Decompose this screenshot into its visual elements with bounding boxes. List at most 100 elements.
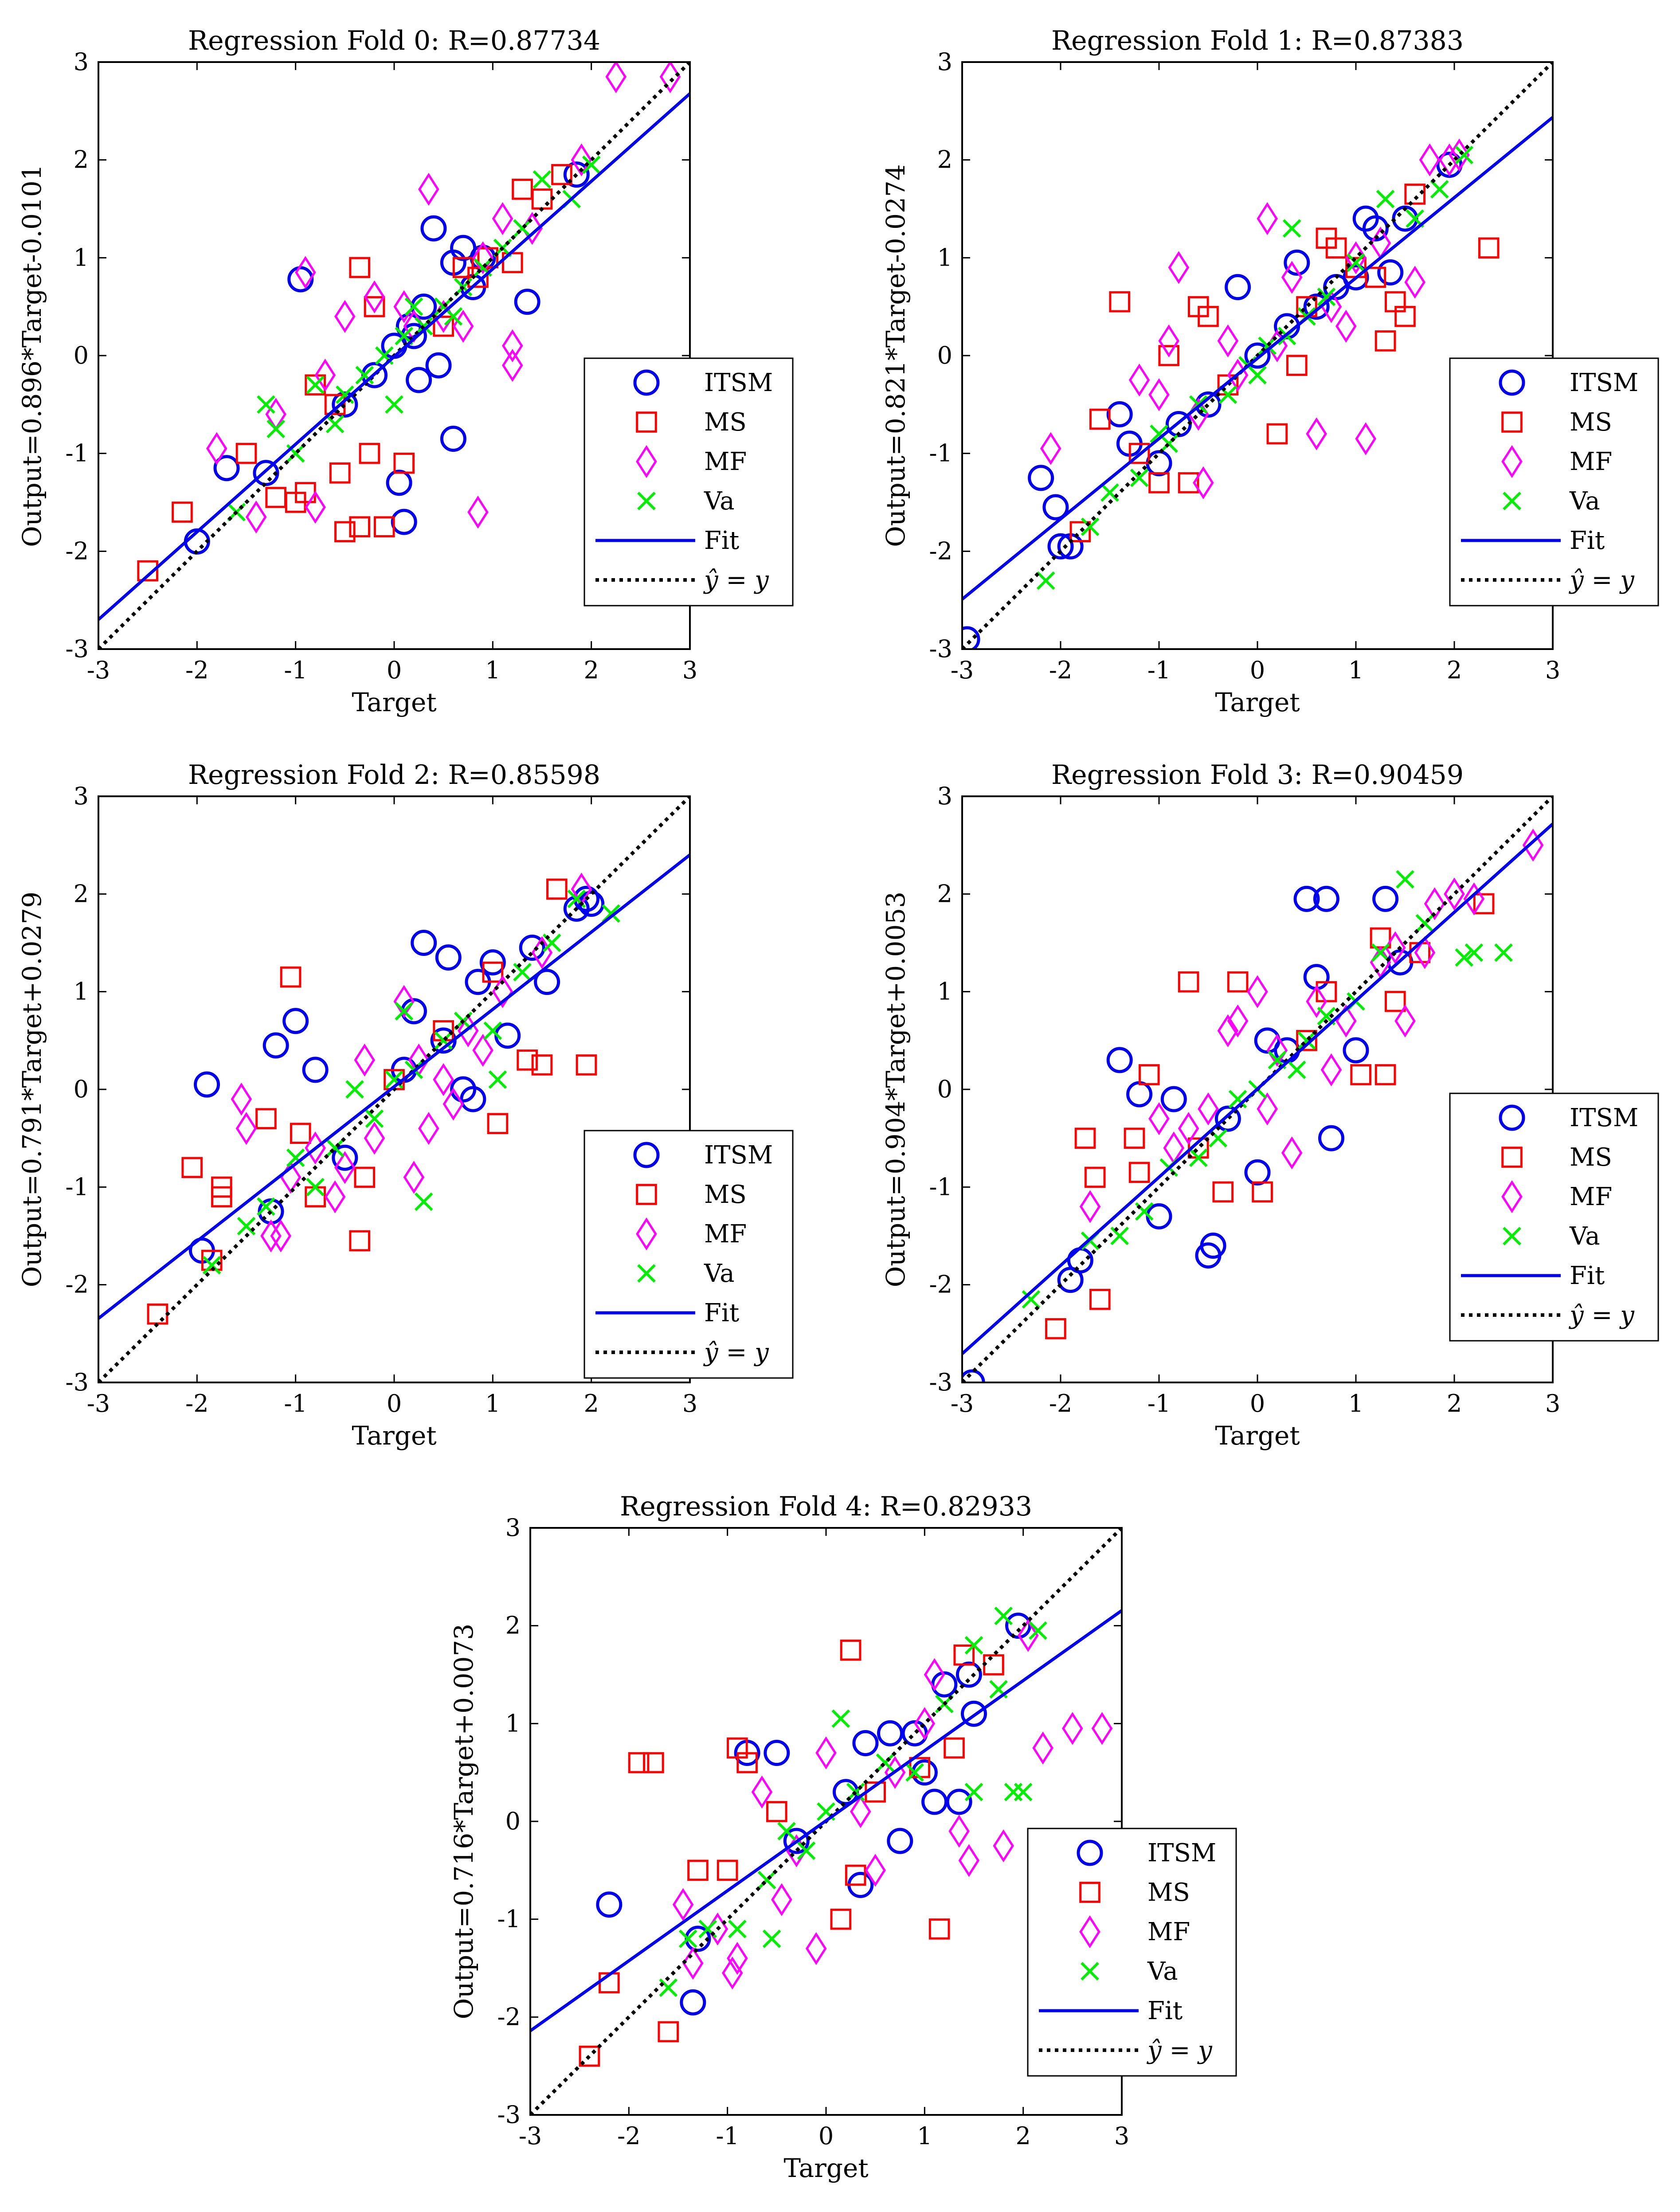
data-point-mf-7: [1257, 1092, 1278, 1126]
data-point-mf-20: [1266, 1034, 1288, 1067]
plot-data-layer: [962, 62, 1553, 649]
legend-marker-ms: [636, 1184, 657, 1205]
data-point-mf-7: [805, 1932, 827, 1965]
data-point-mf-12: [571, 143, 592, 176]
y-tick-label: -3: [929, 1368, 952, 1396]
data-point-va-2-stroke-b: [1100, 483, 1119, 502]
data-point-va-14-stroke-b: [964, 1636, 983, 1655]
y-tick-label: 1: [505, 1709, 521, 1737]
legend: ITSM MS MF Va Fit ŷ = y: [1449, 1092, 1659, 1342]
data-point-mf-4: [1168, 251, 1190, 284]
data-point-va-3-stroke-b: [1130, 468, 1149, 487]
data-point-va-16-stroke-b: [567, 889, 586, 908]
data-point-mf-1: [1128, 364, 1150, 397]
data-point-mf-7: [1217, 324, 1239, 358]
data-point-ms-15: [1384, 991, 1406, 1012]
data-point-mf-3: [722, 1956, 743, 1990]
legend-marker-mf: [1079, 1915, 1100, 1949]
data-point-itsm-4: [282, 1008, 309, 1034]
data-point-ms-12: [487, 1113, 509, 1134]
data-point-mf-8: [452, 309, 474, 343]
legend-label-va: Va: [1569, 487, 1600, 516]
data-point-mf-17: [1032, 1731, 1053, 1765]
data-point-ms-2: [1069, 521, 1091, 543]
legend-marker-ms: [636, 411, 657, 433]
data-point-va-10-stroke-b: [434, 1031, 453, 1050]
data-point-itsm-4: [1126, 1081, 1153, 1108]
data-point-ms-6: [1198, 305, 1219, 327]
data-point-mf-3: [1158, 324, 1179, 358]
data-point-itsm-18: [1214, 1105, 1241, 1132]
data-point-va-2: [1110, 1226, 1129, 1245]
y-tick-label: 3: [505, 1514, 521, 1542]
legend-marker-va: [637, 492, 656, 510]
data-point-mf-11: [502, 329, 523, 363]
x-tick-label: 2: [1447, 656, 1462, 684]
data-point-mf-18: [314, 358, 336, 392]
data-point-va-0-stroke-b: [202, 1256, 221, 1275]
x-tick-label: 3: [1545, 1390, 1560, 1417]
legend: ITSM MS MF Va Fit ŷ = y: [1449, 357, 1659, 607]
data-point-mf-12: [443, 1087, 464, 1121]
data-point-mf-20: [433, 1063, 454, 1096]
data-point-va-6-stroke-b: [797, 1841, 816, 1860]
y-tick-label: 0: [937, 341, 952, 369]
x-tick-label: 0: [1250, 1390, 1265, 1417]
data-point-mf-11: [418, 1112, 439, 1145]
data-point-mf-16: [472, 241, 493, 274]
y-tick-label: 2: [937, 146, 952, 174]
y-tick-label: -3: [65, 1368, 89, 1396]
data-point-ms-19: [393, 452, 415, 474]
data-point-va-6-stroke-b: [1218, 385, 1237, 404]
y-axis-label: Output=0.896*Target-0.0101: [17, 164, 47, 547]
data-point-va-12: [1347, 253, 1365, 272]
x-tick-label: 3: [1545, 656, 1560, 684]
y-tick-label: -1: [929, 439, 952, 467]
data-point-va-4: [757, 1871, 776, 1890]
data-point-va-12: [513, 219, 532, 238]
data-point-mf-9: [403, 1161, 425, 1194]
x-tick-label: 0: [387, 1390, 402, 1417]
data-point-va-0: [659, 1978, 678, 1997]
data-point-itsm-10: [1293, 885, 1320, 912]
x-tick-label: -3: [87, 656, 110, 684]
legend-marker-ms: [1501, 411, 1523, 433]
data-point-ms-8: [736, 1752, 758, 1774]
data-point-va-5-stroke-b: [375, 346, 394, 365]
data-point-va-1: [1081, 517, 1100, 536]
data-point-itsm-7: [406, 367, 432, 393]
data-point-ms-14: [531, 1054, 553, 1076]
data-point-ms-1: [1089, 408, 1111, 430]
legend-label-itsm: ITSM: [1570, 368, 1638, 397]
data-point-va-15: [1430, 180, 1449, 199]
data-point-ms-1: [181, 1157, 203, 1178]
y-tick-label: -3: [497, 2101, 521, 2129]
data-point-ms-9: [354, 1167, 376, 1188]
data-point-va-18: [404, 297, 423, 316]
data-point-mf-9: [850, 1795, 871, 1828]
data-point-mf-15: [1414, 936, 1436, 969]
data-point-va-5-stroke-b: [345, 1080, 364, 1099]
x-tick-label: 2: [583, 656, 599, 684]
data-point-ms-5: [687, 1860, 709, 1881]
legend-marker-va-stroke-b: [637, 492, 656, 510]
data-point-va-11: [905, 1763, 924, 1782]
data-point-itsm-12: [946, 1789, 972, 1815]
data-point-mf-6: [334, 1151, 356, 1184]
data-point-va-3: [728, 1919, 747, 1938]
data-point-mf-7: [418, 172, 439, 206]
data-point-mf-6: [771, 1883, 792, 1916]
data-point-ms-0: [147, 1303, 168, 1325]
legend-box: [1027, 1828, 1237, 2077]
x-tick-label: -2: [1049, 656, 1073, 684]
legend-marker-va: [1081, 1962, 1099, 1981]
x-tick-label: -1: [1147, 656, 1171, 684]
data-point-va-0: [202, 1256, 221, 1275]
x-tick-label: 1: [917, 2122, 932, 2150]
data-point-ms-23: [364, 296, 385, 317]
x-axis-label: Target: [783, 2153, 868, 2183]
x-tick-label: 1: [1348, 1390, 1363, 1417]
data-point-itsm-13: [1318, 1125, 1344, 1151]
legend-box: [1449, 1092, 1659, 1342]
